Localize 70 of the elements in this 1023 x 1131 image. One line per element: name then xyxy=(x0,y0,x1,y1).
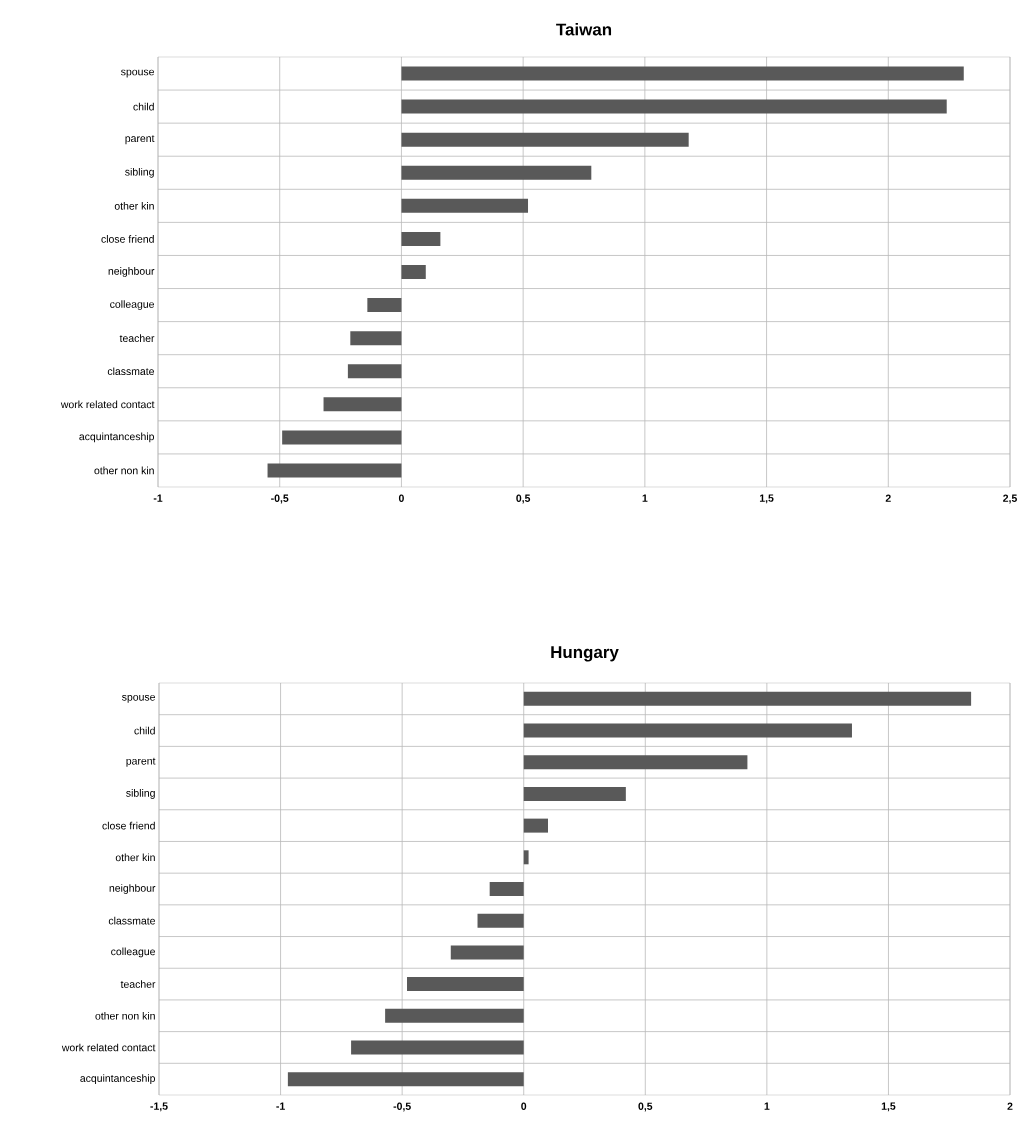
bar xyxy=(350,331,402,346)
y-tick-label: teacher xyxy=(120,980,156,988)
x-tick-label: 2,5 xyxy=(1003,494,1017,504)
x-tick-label: -1,5 xyxy=(150,1102,168,1112)
y-tick-label: colleague xyxy=(111,947,155,958)
bar xyxy=(401,132,689,147)
bar xyxy=(523,755,748,770)
bar xyxy=(351,1040,524,1055)
y-tick-label: sibling xyxy=(126,789,155,799)
y-tick-label: parent xyxy=(125,135,155,145)
y-tick-label: neighbour xyxy=(109,884,156,894)
y-tick-label: child xyxy=(134,726,155,735)
y-tick-label: spouse xyxy=(122,694,155,703)
bar xyxy=(267,463,402,478)
y-tick-label: sibling xyxy=(125,167,154,178)
y-tick-label: work related contact xyxy=(61,1043,156,1052)
y-tick-label: close friend xyxy=(102,821,155,830)
y-tick-label: colleague xyxy=(110,300,154,310)
bar xyxy=(323,397,402,412)
y-tick-label: acquintanceship xyxy=(80,1074,156,1085)
x-tick-label: 1 xyxy=(642,494,648,502)
x-tick-label: -1 xyxy=(153,494,163,502)
x-tick-label: 2 xyxy=(1007,1102,1013,1110)
bar xyxy=(347,364,402,379)
x-tick-label: 1,5 xyxy=(759,494,774,504)
y-tick-label: other kin xyxy=(114,202,154,210)
y-tick-label: child xyxy=(133,102,154,111)
y-tick-label: work related contact xyxy=(60,400,155,409)
bar xyxy=(523,818,549,833)
bar xyxy=(489,882,524,896)
x-tick-label: 0 xyxy=(398,494,404,502)
y-tick-label: parent xyxy=(126,757,156,767)
y-tick-label: other kin xyxy=(115,853,155,862)
bar xyxy=(401,66,964,81)
y-tick-label: close friend xyxy=(101,235,154,243)
x-tick-label: 2 xyxy=(885,494,891,502)
x-tick-label: -1 xyxy=(276,1102,285,1110)
chart-title: Taiwan xyxy=(556,23,612,36)
y-tick-label: other non kin xyxy=(94,466,154,475)
bar xyxy=(401,198,529,213)
x-tick-label: 1 xyxy=(764,1102,770,1110)
y-tick-label: other non kin xyxy=(95,1011,155,1020)
x-tick-label: 0,5 xyxy=(516,494,531,504)
bar xyxy=(523,723,852,738)
x-tick-label: 0 xyxy=(521,1102,527,1110)
x-tick-label: -0,5 xyxy=(393,1102,411,1112)
y-tick-label: classmate xyxy=(108,916,155,925)
bar xyxy=(401,165,592,180)
bar xyxy=(385,1008,524,1023)
bar xyxy=(523,786,626,801)
bar xyxy=(523,691,972,706)
x-tick-label: 0,5 xyxy=(638,1102,653,1112)
x-tick-label: -0,5 xyxy=(271,494,289,504)
bar xyxy=(477,913,524,928)
y-tick-label: spouse xyxy=(121,69,154,78)
bar xyxy=(407,977,524,992)
bar xyxy=(287,1072,524,1087)
bar xyxy=(367,298,402,313)
x-tick-label: 1,5 xyxy=(881,1102,896,1112)
bar xyxy=(450,945,524,960)
y-tick-label: classmate xyxy=(107,367,154,376)
bar xyxy=(282,430,402,445)
chart-title: Hungary xyxy=(551,646,619,662)
bar xyxy=(401,265,426,279)
y-tick-label: teacher xyxy=(119,334,155,342)
y-tick-label: neighbour xyxy=(108,267,155,277)
y-tick-label: acquintanceship xyxy=(79,432,155,443)
bar xyxy=(401,99,947,114)
bar xyxy=(401,231,441,246)
bar xyxy=(523,850,529,865)
